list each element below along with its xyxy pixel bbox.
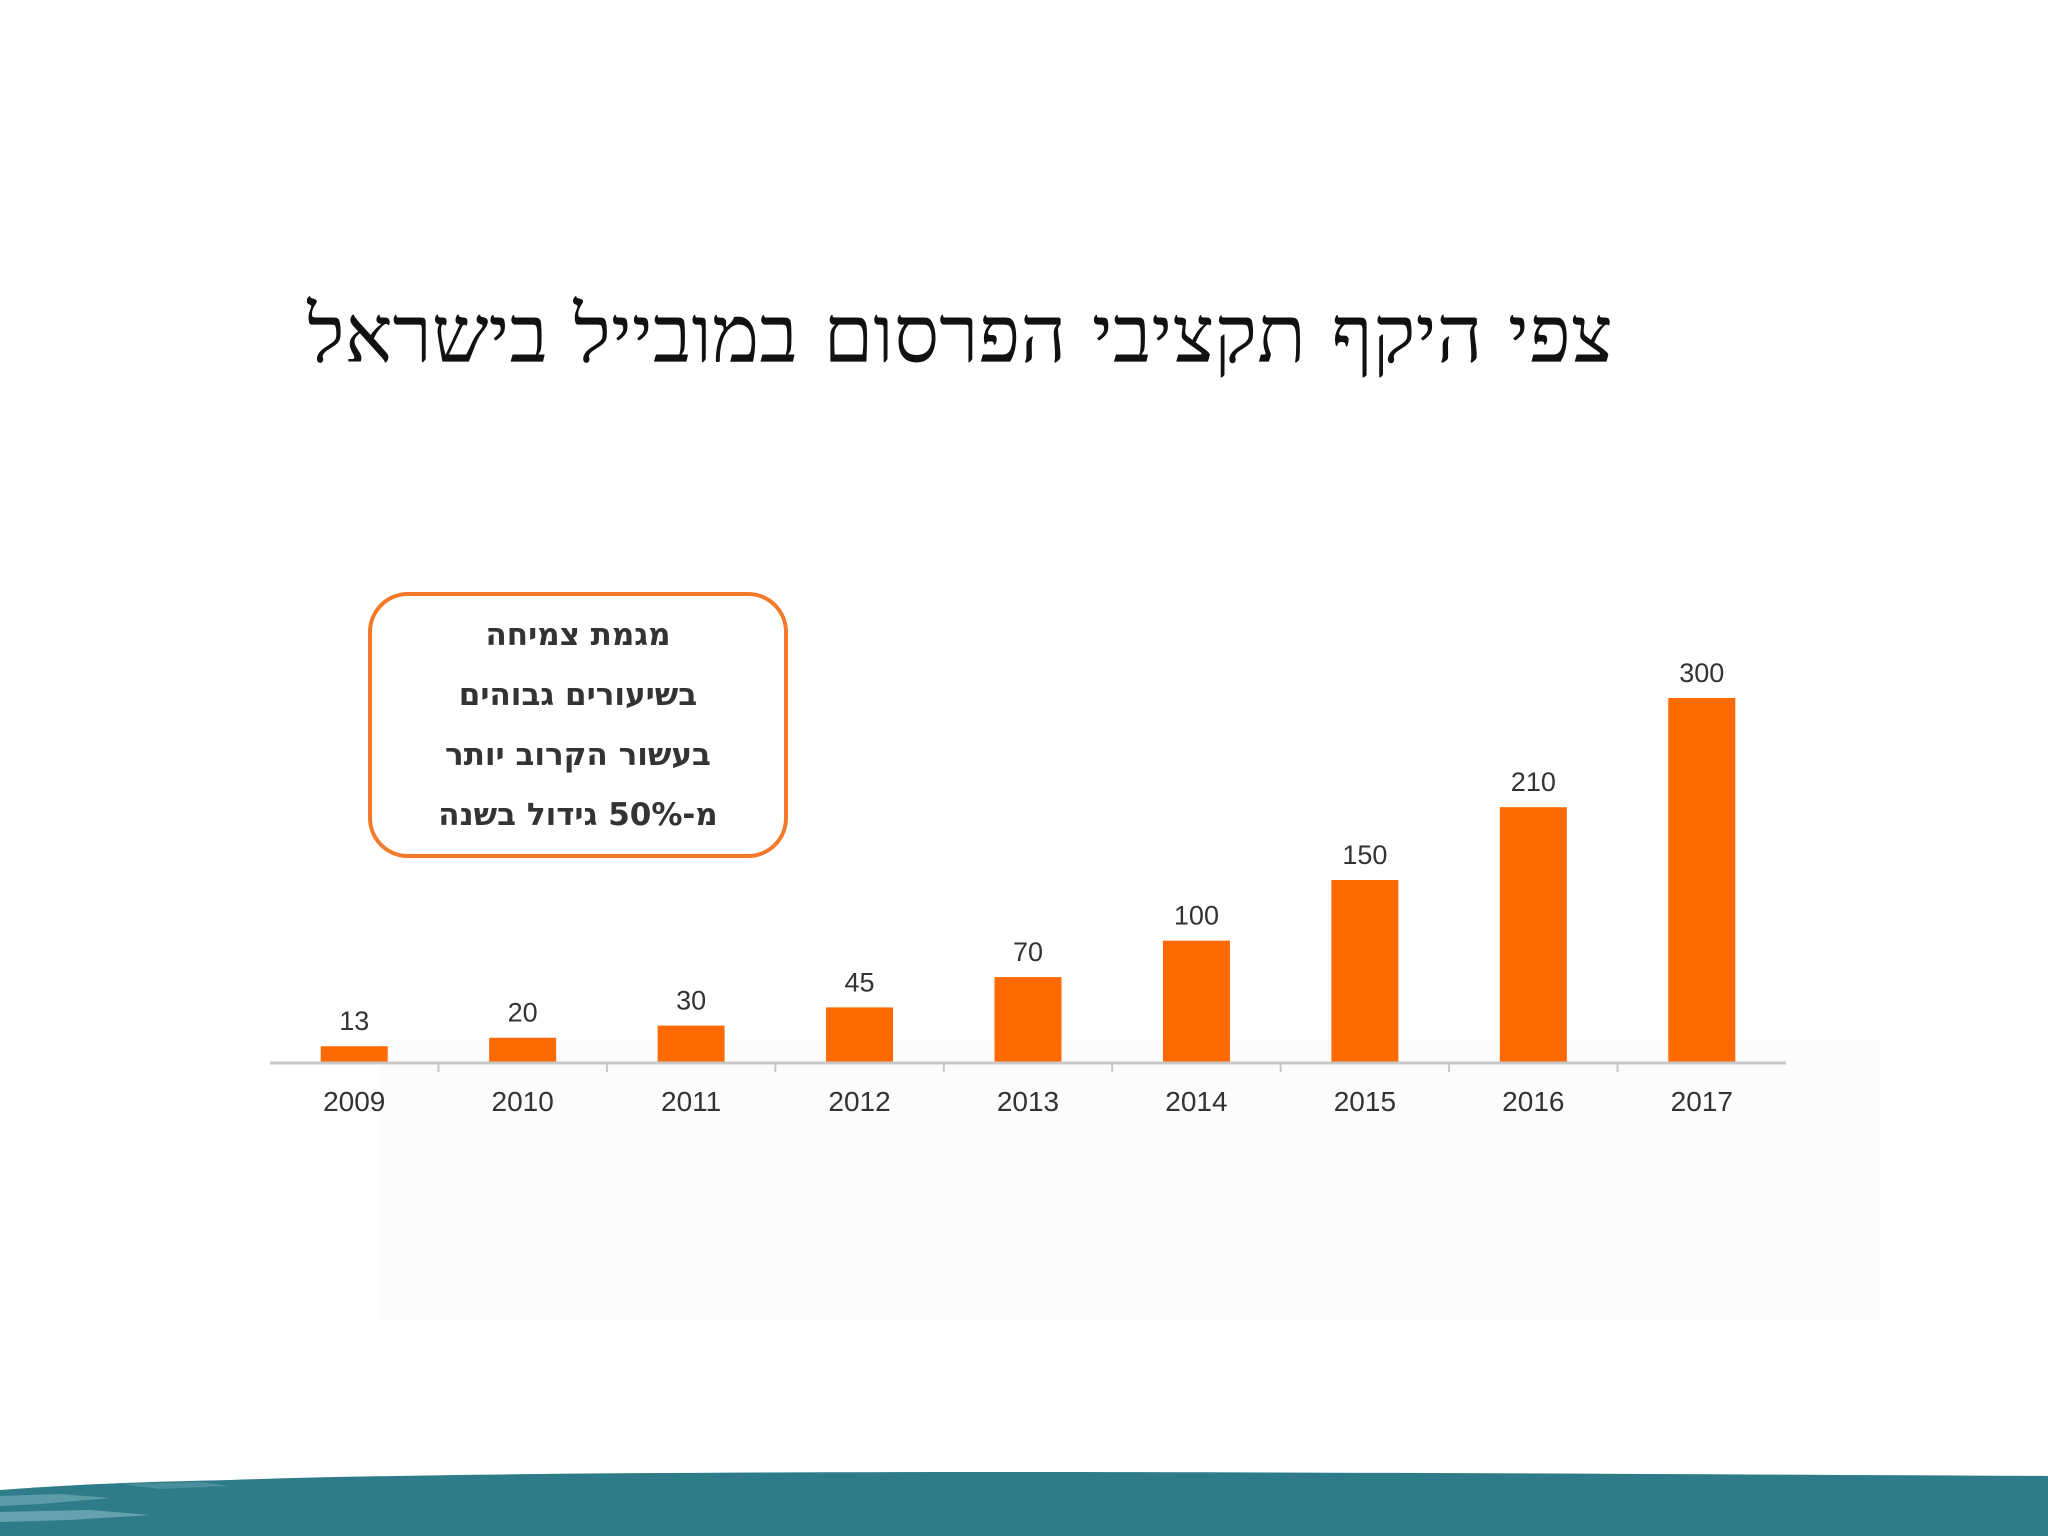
x-tick-label-2012: 2012	[828, 1086, 890, 1117]
callout-line-2: בשיעורים גבוהים	[458, 677, 698, 713]
footer-brush-streak	[0, 1510, 150, 1522]
data-labels-layer: 13 20 30 45 70 100 150 210 300	[339, 658, 1724, 1036]
data-label-2014: 100	[1174, 901, 1219, 931]
chart-plot-backdrop	[380, 1040, 1880, 1320]
bar-2017	[1668, 698, 1736, 1062]
callout-line-1: מגמת צמיחה	[485, 617, 671, 653]
x-tick-label-2009: 2009	[323, 1086, 385, 1117]
bar-2016	[1499, 807, 1567, 1062]
data-label-2015: 150	[1342, 840, 1387, 870]
x-tick-label-2015: 2015	[1334, 1086, 1396, 1117]
callout-line-3: בעשור הקרוב יותר	[445, 737, 711, 773]
data-label-2009: 13	[339, 1006, 369, 1036]
data-label-2017: 300	[1679, 658, 1724, 688]
x-axis-labels-layer: 2009 2010 2011 2012 2013 2014 2015 2016 2017	[323, 1086, 1733, 1117]
callout-line-4: מ-50% גידול בשנה	[438, 797, 718, 833]
bar-2015	[1331, 880, 1399, 1062]
x-tick-label-2010: 2010	[492, 1086, 554, 1117]
data-label-2016: 210	[1511, 767, 1556, 797]
x-axis-ticks-layer	[437, 1063, 1619, 1072]
footer-brush-streak	[0, 1494, 110, 1506]
x-tick-label-2011: 2011	[661, 1086, 721, 1117]
bar-2014	[1162, 940, 1230, 1062]
x-tick-label-2016: 2016	[1502, 1086, 1564, 1117]
footer-brush-streak	[120, 1482, 230, 1489]
growth-callout-box: מגמת צמיחה בשיעורים גבוהים בעשור הקרוב י…	[368, 592, 788, 858]
data-label-2013: 70	[1013, 937, 1043, 967]
slide-title: צפי היקף תקציבי הפרסום במובייל בישראל	[307, 288, 1613, 381]
x-tick-label-2014: 2014	[1165, 1086, 1227, 1117]
data-label-2011: 30	[676, 986, 706, 1016]
bar-2009	[320, 1046, 388, 1062]
footer-brush-shape	[0, 1472, 2048, 1536]
data-label-2012: 45	[845, 967, 875, 997]
bar-2010	[489, 1037, 557, 1062]
bar-2011	[657, 1025, 725, 1062]
data-label-2010: 20	[508, 998, 538, 1028]
x-tick-label-2017: 2017	[1671, 1086, 1733, 1117]
x-tick-label-2013: 2013	[997, 1086, 1059, 1117]
bar-2012	[826, 1007, 894, 1062]
footer-brush-stroke	[0, 1472, 2048, 1536]
bars-layer	[320, 698, 1736, 1062]
bar-2013	[994, 977, 1062, 1062]
